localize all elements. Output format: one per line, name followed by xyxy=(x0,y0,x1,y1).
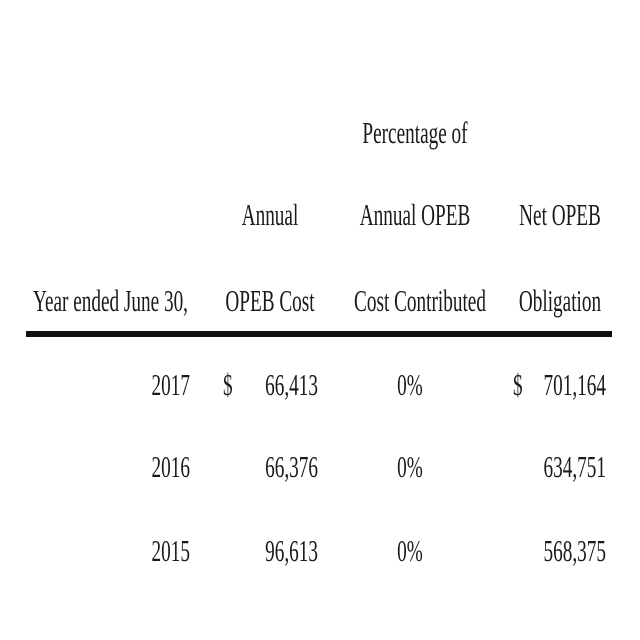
header-annual-cost-line2: OPEB Cost xyxy=(225,283,315,318)
row-net-obligation: 568,375 xyxy=(543,533,606,568)
header-year: Year ended June 30, xyxy=(33,283,188,318)
row-year: 2015 xyxy=(151,533,190,568)
row-annual-cost: 66,376 xyxy=(265,449,318,484)
header-annual-cost-line1: Annual xyxy=(241,197,299,232)
row-net-obligation: 701,164 xyxy=(543,367,606,402)
currency-symbol: $ xyxy=(513,367,523,402)
header-percentage-line3: Cost Contributed xyxy=(354,283,486,318)
row-percentage: 0% xyxy=(397,367,423,402)
header-net-obligation-line2: Obligation xyxy=(518,283,602,318)
row-percentage: 0% xyxy=(397,449,423,484)
row-year: 2016 xyxy=(151,449,190,484)
row-annual-cost: 66,413 xyxy=(265,367,318,402)
header-percentage-line2: Annual OPEB xyxy=(359,197,471,232)
row-percentage: 0% xyxy=(397,533,423,568)
currency-symbol: $ xyxy=(223,367,233,402)
row-year: 2017 xyxy=(151,367,190,402)
row-net-obligation: 634,751 xyxy=(543,449,606,484)
row-annual-cost: 96,613 xyxy=(265,533,318,568)
header-percentage-line1: Percentage of xyxy=(362,115,468,150)
header-net-obligation-line1: Net OPEB xyxy=(519,197,601,232)
header-divider xyxy=(26,331,612,337)
